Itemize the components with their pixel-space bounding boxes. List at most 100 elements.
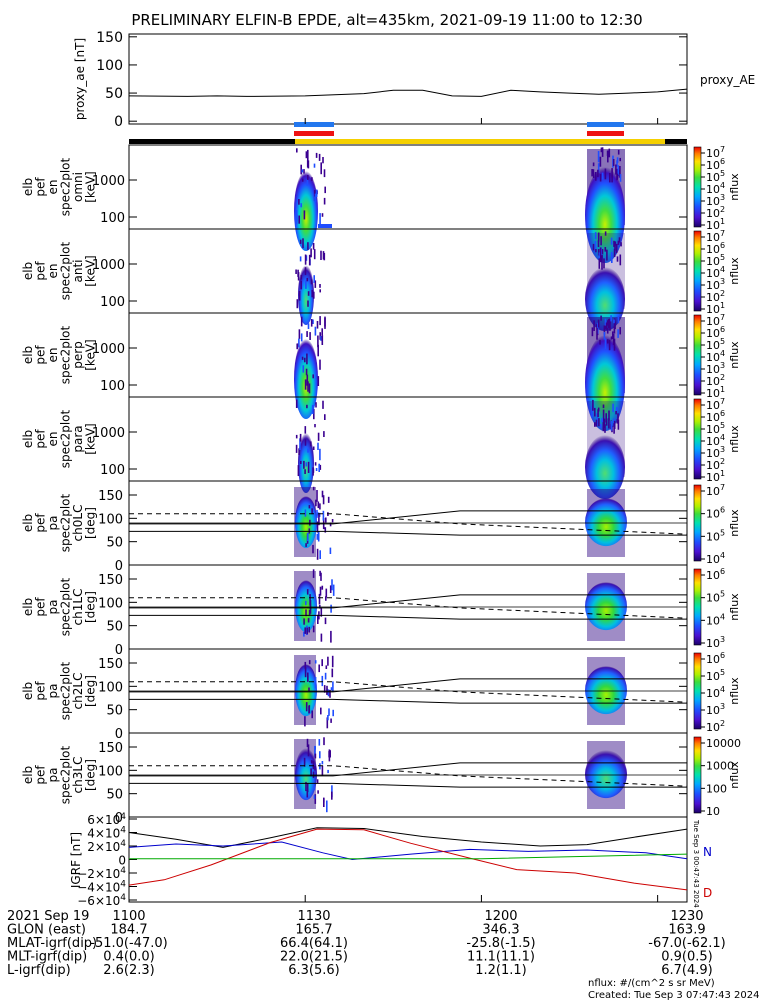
pa-panel-3-noise-mark	[331, 655, 334, 668]
energy-panel-1-noise-mark	[601, 172, 604, 180]
pa-panel-3-noise-mark	[324, 672, 327, 680]
pa-panel-4-noise-mark	[310, 768, 312, 777]
pa-panel-3-noise-mark	[332, 681, 334, 692]
pa-panel-4-noise-mark	[306, 790, 309, 798]
orbit-row-value: 1100	[112, 909, 145, 924]
pa-panel-3-noise-mark	[307, 675, 309, 682]
energy-panel-2-noise-mark	[617, 240, 620, 245]
energy-panel-1-noise-mark	[321, 213, 324, 217]
energy-panel-1-ylabel-line: spec2plot	[59, 157, 73, 216]
energy-panel-3-noise-mark	[319, 359, 321, 370]
energy-panel-3-noise-mark	[597, 319, 600, 328]
energy-panel-4-noise-mark	[616, 407, 618, 412]
energy-panel-4-noise-mark	[297, 465, 300, 476]
pa-panel-1-noise-mark	[304, 509, 307, 517]
figure-title: PRELIMINARY ELFIN-B EPDE, alt=435km, 202…	[131, 11, 642, 29]
pa-panel-3-noise-mark	[308, 687, 310, 691]
pa-panel-4-colorbar	[693, 736, 702, 814]
energy-panel-1-colorbar-label: nflux	[728, 173, 741, 201]
energy-panel-1-noise-mark	[296, 216, 298, 225]
energy-panel-4-noise-mark	[314, 424, 316, 428]
energy-panel-3-noise-mark	[609, 319, 611, 331]
pa-panel-1-ylabel-line: pef	[34, 513, 48, 533]
energy-panel-2-noise-mark	[597, 240, 600, 248]
pa-panel-1-noise-mark	[325, 517, 327, 523]
energy-panel-4-colorbar-tick-label: 101	[706, 469, 725, 484]
pa-panel-2-noise-mark	[330, 604, 332, 613]
pa-panel-3-noise-mark	[327, 715, 329, 721]
energy-panel-3-colorbar-tick-label: 104	[706, 349, 725, 364]
pa-panel-4-noise-mark	[305, 781, 307, 792]
energy-panel-1-noise-mark	[616, 157, 619, 163]
energy-panel-3-noise-mark	[317, 344, 319, 357]
energy-panel-3-noise-mark	[600, 315, 602, 321]
energy-panel-4-colorbar-tick-label: 106	[706, 409, 725, 424]
energy-panel-3-colorbar	[693, 314, 702, 396]
pa-panel-3-noise-mark	[308, 660, 311, 665]
energy-panel-2-ytick-label: 1000	[92, 258, 125, 273]
pa-panel-2-noise-mark	[305, 600, 307, 606]
pa-panel-4-noise-mark	[303, 757, 306, 767]
energy-panel-1-noise-mark	[300, 203, 302, 208]
energy-panel-1-flux-blob	[294, 171, 318, 251]
igrf-z-curve	[129, 853, 688, 860]
pa-panel-3-colorbar-tick-label: 102	[706, 719, 725, 734]
pa-panel-1-flux-blob	[295, 496, 317, 549]
pa-panel-3-noise-mark	[314, 677, 317, 689]
pa-panel-1-ytick-label: 50	[106, 536, 123, 551]
pa-panel-4-noise-mark	[314, 765, 316, 771]
energy-panel-3-noise-mark	[595, 324, 598, 328]
pa-panel-1-flux-blob	[585, 498, 627, 547]
pa-panel-4-ylabel-line: [deg]	[84, 759, 98, 791]
energy-panel-4-noise-mark	[602, 409, 605, 422]
pa-panel-1-ytick-label: 150	[98, 489, 123, 504]
energy-panel-1-colorbar-tick-label: 102	[706, 205, 725, 220]
energy-panel-4-colorbar-label: nflux	[728, 425, 741, 453]
energy-panel-4-noise-mark	[319, 448, 321, 461]
pa-panel-1-ylabel-line: spec2plot	[59, 493, 73, 552]
pa-panel-2-ytick-label: 0	[115, 643, 123, 658]
energy-panel-4-colorbar-tick-label: 103	[706, 445, 725, 460]
pa-panel-3-flux-blob	[295, 664, 317, 717]
ae-ytick-label: 150	[96, 30, 123, 46]
pa-panel-3-colorbar-tick-label: 106	[706, 651, 725, 666]
energy-panel-4-colorbar-tick-label: 107	[706, 397, 725, 412]
orbit-row-label: MLAT-igrf(dip)	[7, 936, 97, 951]
energy-panel-3-noise-mark	[607, 339, 609, 344]
pa-panel-1-noise-mark	[317, 501, 320, 509]
pa-panel-2-noise-mark	[321, 585, 324, 590]
energy-panel-1-noise-mark	[619, 157, 621, 162]
pa-panel-3-noise-mark	[327, 656, 329, 666]
pa-panel-2-losscone-line	[129, 614, 687, 620]
pa-panel-4-ylabel-line: spec2plot	[59, 745, 73, 804]
energy-panel-2-noise-mark	[610, 237, 613, 245]
orbit-row-value: 1130	[297, 909, 330, 924]
pa-panel-2-noise-mark	[306, 627, 308, 635]
pa-panel-1-noise-mark	[312, 486, 315, 491]
orbit-row-value: 1230	[670, 909, 703, 924]
energy-panel-2-noise-mark	[320, 250, 322, 260]
pa-panel-1-ylabel-line: ch0LC	[71, 505, 85, 542]
energy-panel-4-noise-mark	[315, 402, 317, 408]
energy-panel-2-noise-mark	[598, 258, 601, 269]
pa-panel-4-noise-mark	[316, 779, 319, 784]
energy-panel-3-noise-mark	[610, 336, 613, 340]
energy-panel-4-noise-mark	[299, 438, 301, 450]
energy-panel-4-noise-mark	[605, 418, 608, 426]
energy-panel-3-noise-mark	[603, 325, 606, 335]
energy-panel-3-noise-mark	[307, 381, 309, 392]
energy-panel-4-noise-mark	[615, 411, 617, 415]
pa-panel-3-flux-blob	[585, 666, 627, 715]
energy-panel-4-noise-mark	[314, 462, 317, 466]
pa-panel-4-ylabel-line: pa	[46, 768, 60, 783]
energy-panel-3-noise-mark	[305, 368, 308, 376]
energy-panel-1-noise-mark	[604, 168, 607, 180]
energy-panel-1-ytick-label: 100	[100, 211, 125, 226]
energy-panel-4-noise-mark	[317, 442, 319, 450]
energy-panel-1-colorbar	[693, 146, 702, 228]
energy-panel-2-ylabel-line: anti	[71, 260, 85, 283]
energy-panel-2-noise-mark	[604, 247, 607, 252]
pa-panel-2-noise-mark	[305, 609, 307, 617]
pa-panel-2-noise-mark	[304, 627, 306, 634]
energy-panel-1-noise-mark	[311, 177, 313, 181]
